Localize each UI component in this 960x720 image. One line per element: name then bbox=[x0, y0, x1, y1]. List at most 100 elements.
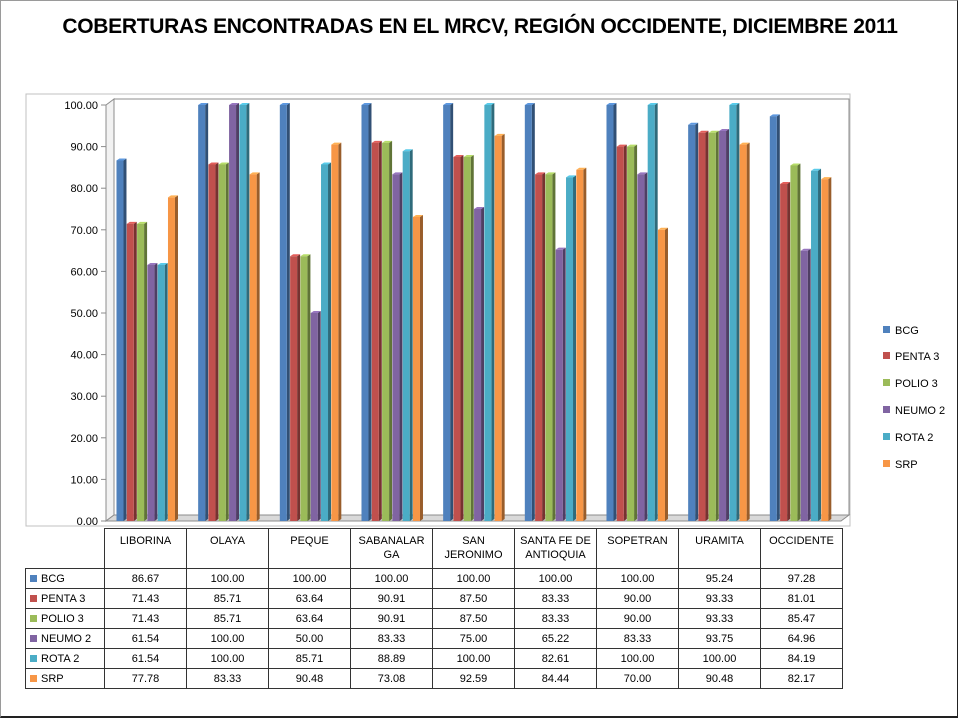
bar-side bbox=[695, 122, 699, 521]
bar-front bbox=[412, 216, 420, 522]
bar-top bbox=[412, 214, 423, 217]
bar-side bbox=[154, 262, 158, 521]
bar bbox=[290, 254, 301, 521]
bar bbox=[198, 103, 209, 521]
bar-side bbox=[583, 167, 587, 521]
table-cell: 83.33 bbox=[350, 628, 433, 649]
bar-top bbox=[167, 195, 178, 198]
bar bbox=[606, 103, 617, 521]
table-corner bbox=[26, 529, 105, 569]
bar-top bbox=[627, 144, 638, 147]
table-cell: 73.08 bbox=[350, 668, 433, 689]
bar-front bbox=[821, 179, 829, 522]
legend-label: POLIO 3 bbox=[895, 378, 938, 390]
table-cell: 93.33 bbox=[678, 608, 761, 629]
bar-front bbox=[321, 164, 329, 521]
category-label: PEQUE bbox=[268, 528, 351, 569]
bar bbox=[769, 114, 780, 522]
table-cell: 100.00 bbox=[350, 568, 433, 589]
bar-front bbox=[494, 135, 502, 521]
legend-item: PENTA 3 bbox=[883, 351, 939, 363]
bar bbox=[279, 103, 290, 521]
table-cell: 83.33 bbox=[514, 608, 597, 629]
series-swatch bbox=[30, 675, 37, 683]
bar bbox=[535, 172, 546, 521]
bar-front bbox=[279, 105, 287, 521]
bar-side bbox=[807, 248, 811, 521]
bar-side bbox=[654, 103, 658, 521]
bar-front bbox=[167, 197, 175, 522]
bar-side bbox=[368, 103, 372, 521]
table-cell: 88.89 bbox=[350, 648, 433, 669]
bar-side bbox=[328, 162, 332, 521]
chart-title: COBERTURAS ENCONTRADAS EN EL MRCV, REGIÓ… bbox=[62, 15, 898, 38]
y-tick-label: 60.00 bbox=[70, 266, 98, 278]
bar bbox=[463, 155, 474, 521]
bar-side bbox=[460, 155, 464, 521]
table-cell: 90.91 bbox=[350, 588, 433, 609]
bar bbox=[116, 158, 127, 521]
series-label: POLIO 3 bbox=[25, 608, 105, 629]
table-cell: 90.00 bbox=[596, 588, 679, 609]
bar-front bbox=[566, 177, 574, 521]
bar-top bbox=[494, 133, 505, 136]
y-tick-label: 50.00 bbox=[70, 308, 98, 320]
table-cell: 65.22 bbox=[514, 628, 597, 649]
series-label: BCG bbox=[25, 568, 105, 589]
table-cell: 100.00 bbox=[596, 648, 679, 669]
bar-front bbox=[780, 183, 788, 521]
table-cell: 50.00 bbox=[268, 628, 351, 649]
table-row: BCG 86.67 100.00 100.00 100.00 100.00 100.00 10… bbox=[25, 568, 843, 589]
table-cell: 83.33 bbox=[596, 628, 679, 649]
bar-front bbox=[137, 223, 145, 521]
bar-side bbox=[133, 221, 137, 521]
bar-top bbox=[321, 162, 332, 165]
bar-side bbox=[491, 103, 495, 521]
bar-top bbox=[698, 130, 709, 133]
bar-top bbox=[606, 103, 617, 105]
bar-top bbox=[157, 262, 168, 265]
legend-item: SRP bbox=[883, 459, 918, 471]
table-cell: 85.47 bbox=[760, 608, 843, 629]
bar-side bbox=[736, 103, 740, 521]
legend-item: ROTA 2 bbox=[883, 432, 933, 444]
table-cell: 77.78 bbox=[104, 668, 187, 689]
data-table: LIBORINA OLAYA PEQUE SABANALAR GA SAN JERONI… bbox=[25, 528, 843, 689]
bar bbox=[249, 172, 260, 521]
y-tick-label: 10.00 bbox=[70, 474, 98, 486]
bar bbox=[637, 172, 648, 521]
bar bbox=[126, 221, 137, 521]
bar-top bbox=[821, 177, 832, 180]
bar-front bbox=[443, 105, 451, 521]
legend-label: SRP bbox=[895, 459, 918, 471]
bar-front bbox=[545, 174, 553, 521]
table-cell: 93.75 bbox=[678, 628, 761, 649]
bar-top bbox=[811, 168, 822, 171]
bar-front bbox=[769, 116, 777, 522]
bar-front bbox=[729, 105, 737, 521]
bar-front bbox=[157, 264, 165, 521]
bar-front bbox=[790, 165, 798, 521]
category-label: SANTA FE DE ANTIOQUIA bbox=[514, 528, 597, 569]
bar-side bbox=[174, 195, 178, 522]
bar-top bbox=[484, 103, 495, 105]
table-cell: 64.96 bbox=[760, 628, 843, 649]
bar bbox=[780, 181, 791, 521]
bar-side bbox=[378, 140, 382, 522]
bar-top bbox=[137, 221, 148, 224]
bar-top bbox=[249, 172, 260, 175]
table-cell: 84.44 bbox=[514, 668, 597, 689]
bar-top bbox=[453, 155, 464, 157]
legend-swatch bbox=[883, 406, 890, 413]
bar-top bbox=[474, 207, 485, 209]
table-row: ROTA 2 61.54 100.00 85.71 88.89 100.00 82.61 10… bbox=[25, 648, 843, 669]
series-label: SRP bbox=[25, 668, 105, 689]
bar-side bbox=[419, 214, 423, 522]
table-cell: 97.28 bbox=[760, 568, 843, 589]
bar-front bbox=[208, 164, 216, 521]
bar bbox=[310, 311, 321, 521]
bar-side bbox=[542, 172, 546, 521]
bar-front bbox=[229, 105, 237, 521]
bar bbox=[382, 140, 393, 522]
